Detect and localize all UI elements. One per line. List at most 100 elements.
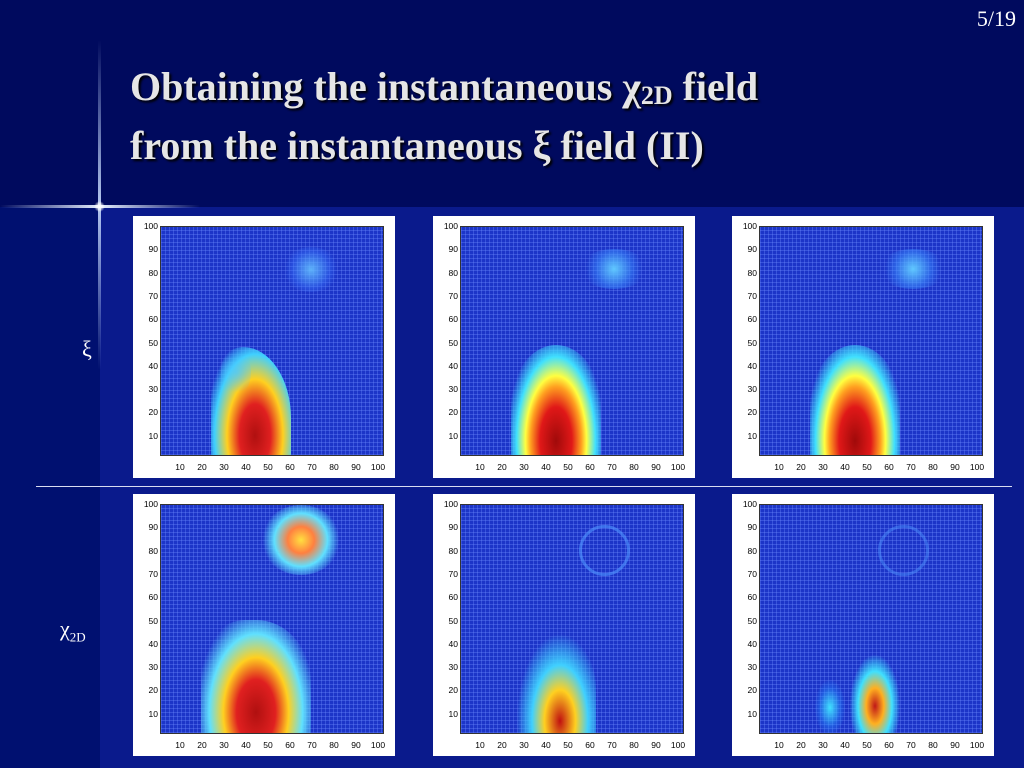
x-tick-label: 70 (607, 462, 617, 472)
x-tick-label: 30 (818, 462, 828, 472)
x-tick-label: 20 (497, 740, 507, 750)
x-tick-label: 60 (585, 740, 595, 750)
y-tick-label: 90 (448, 244, 458, 255)
x-tick-label: 100 (370, 462, 386, 472)
x-tick-label: 90 (651, 462, 661, 472)
y-tick-label: 80 (148, 267, 158, 278)
x-tick-label: 40 (840, 462, 850, 472)
x-tick-label: 30 (519, 462, 529, 472)
x-tick-label: 30 (519, 740, 529, 750)
x-tick-label: 100 (969, 462, 985, 472)
y-tick-label: 100 (143, 499, 158, 509)
x-tick-label: 60 (585, 462, 595, 472)
x-tick-label: 20 (197, 740, 207, 750)
x-tick-label: 50 (563, 462, 573, 472)
y-tick-label: 80 (448, 545, 458, 556)
y-tick-label: 80 (448, 267, 458, 278)
row-label-chi-subscript: 2D (69, 629, 86, 645)
y-tick-label: 50 (747, 615, 757, 626)
y-tick-label: 10 (148, 430, 158, 441)
y-tick-label: 30 (747, 384, 757, 395)
y-tick-label: 20 (148, 685, 158, 696)
y-tick-label: 30 (747, 662, 757, 673)
y-tick-label: 50 (148, 337, 158, 348)
x-tick-label: 30 (219, 462, 229, 472)
field-chi2d-filtered-1 (460, 504, 684, 734)
plot-xi-raw: 100 90 80 70 60 50 40 30 20 10 10 20 30 40 50 60 70 80 90 1… (133, 216, 395, 478)
y-tick-label: 90 (148, 522, 158, 533)
field-xi-filtered-2 (759, 226, 983, 456)
y-tick-label: 70 (747, 568, 757, 579)
field-chi2d-filtered-2 (759, 504, 983, 734)
plot-xi-filtered-2: 100 90 80 70 60 50 40 30 20 10 10 20 30 40 50 60 70 80 90 1… (732, 216, 994, 478)
y-tick-label: 70 (148, 568, 158, 579)
y-tick-label: 10 (747, 430, 757, 441)
title-line1-pre: Obtaining the instantaneous χ (130, 64, 641, 109)
row-divider (36, 486, 1012, 487)
x-tick-label: 70 (607, 740, 617, 750)
y-tick-label: 90 (747, 522, 757, 533)
y-tick-label: 100 (443, 499, 458, 509)
x-tick-label: 70 (906, 740, 916, 750)
plot-chi2d-filtered-1: 100 90 80 70 60 50 40 30 20 10 10 20 30 40 50 60 70 80 90 1… (433, 494, 695, 756)
header-band (0, 0, 1024, 207)
y-tick-label: 50 (747, 337, 757, 348)
x-tick-label: 20 (796, 462, 806, 472)
x-tick-label: 10 (175, 740, 185, 750)
x-tick-label: 100 (670, 462, 686, 472)
y-tick-label: 30 (448, 662, 458, 673)
y-tick-label: 40 (148, 360, 158, 371)
y-tick-label: 50 (448, 337, 458, 348)
y-tick-label: 100 (143, 221, 158, 231)
y-tick-label: 60 (747, 314, 757, 325)
x-tick-label: 60 (285, 740, 295, 750)
y-tick-label: 40 (448, 638, 458, 649)
x-tick-label: 90 (651, 740, 661, 750)
x-tick-label: 10 (175, 462, 185, 472)
x-tick-label: 60 (285, 462, 295, 472)
y-tick-label: 10 (747, 708, 757, 719)
y-tick-label: 10 (448, 430, 458, 441)
y-tick-label: 30 (448, 384, 458, 395)
light-flare-core (94, 201, 105, 212)
y-tick-label: 100 (742, 221, 757, 231)
x-tick-label: 40 (541, 740, 551, 750)
x-tick-label: 20 (796, 740, 806, 750)
plot-chi2d-raw: 100 90 80 70 60 50 40 30 20 10 10 20 30 40 50 60 70 80 90 1… (133, 494, 395, 756)
y-tick-label: 80 (148, 545, 158, 556)
x-tick-label: 70 (307, 462, 317, 472)
x-tick-label: 60 (884, 740, 894, 750)
x-tick-label: 80 (629, 462, 639, 472)
x-tick-label: 80 (928, 740, 938, 750)
y-tick-label: 90 (148, 244, 158, 255)
x-tick-label: 90 (351, 740, 361, 750)
row-label-xi: ξ (82, 336, 92, 362)
field-xi-filtered-1 (460, 226, 684, 456)
y-tick-label: 60 (448, 314, 458, 325)
x-tick-label: 40 (241, 740, 251, 750)
y-tick-label: 70 (747, 290, 757, 301)
title-line1-post: field (672, 64, 759, 109)
x-tick-label: 80 (629, 740, 639, 750)
y-tick-label: 30 (148, 384, 158, 395)
x-tick-label: 100 (370, 740, 386, 750)
title-subscript: 2D (640, 81, 673, 110)
left-band (0, 207, 100, 768)
x-tick-label: 90 (351, 462, 361, 472)
slide-number: 5/19 (976, 6, 1016, 31)
field-xi-raw (160, 226, 384, 456)
y-tick-label: 30 (148, 662, 158, 673)
y-tick-label: 80 (747, 545, 757, 556)
y-tick-label: 60 (747, 592, 757, 603)
x-tick-label: 60 (884, 462, 894, 472)
x-tick-label: 30 (818, 740, 828, 750)
field-chi2d-raw (160, 504, 384, 734)
y-tick-label: 100 (742, 499, 757, 509)
x-tick-label: 50 (263, 740, 273, 750)
x-tick-label: 10 (774, 740, 784, 750)
y-tick-label: 50 (148, 615, 158, 626)
x-tick-label: 30 (219, 740, 229, 750)
x-tick-label: 80 (329, 462, 339, 472)
slide-title: Obtaining the instantaneous χ2D field fr… (130, 62, 1000, 171)
x-tick-label: 70 (906, 462, 916, 472)
